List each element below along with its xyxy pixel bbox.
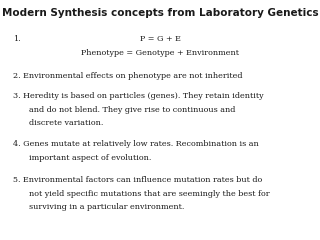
Text: 3. Heredity is based on particles (genes). They retain identity: 3. Heredity is based on particles (genes… <box>13 92 263 100</box>
Text: surviving in a particular environment.: surviving in a particular environment. <box>29 203 184 211</box>
Text: Modern Synthesis concepts from Laboratory Genetics: Modern Synthesis concepts from Laborator… <box>2 8 318 18</box>
Text: important aspect of evolution.: important aspect of evolution. <box>29 154 151 162</box>
Text: 4. Genes mutate at relatively low rates. Recombination is an: 4. Genes mutate at relatively low rates.… <box>13 140 259 148</box>
Text: discrete variation.: discrete variation. <box>29 119 103 127</box>
Text: 1.: 1. <box>13 35 20 43</box>
Text: Phenotype = Genotype + Environment: Phenotype = Genotype + Environment <box>81 49 239 57</box>
Text: P = G + E: P = G + E <box>140 35 180 43</box>
Text: not yield specific mutations that are seemingly the best for: not yield specific mutations that are se… <box>29 190 269 198</box>
Text: and do not blend. They give rise to continuous and: and do not blend. They give rise to cont… <box>29 106 235 114</box>
Text: 5. Environmental factors can influence mutation rates but do: 5. Environmental factors can influence m… <box>13 176 262 184</box>
Text: 2. Environmental effects on phenotype are not inherited: 2. Environmental effects on phenotype ar… <box>13 72 242 80</box>
